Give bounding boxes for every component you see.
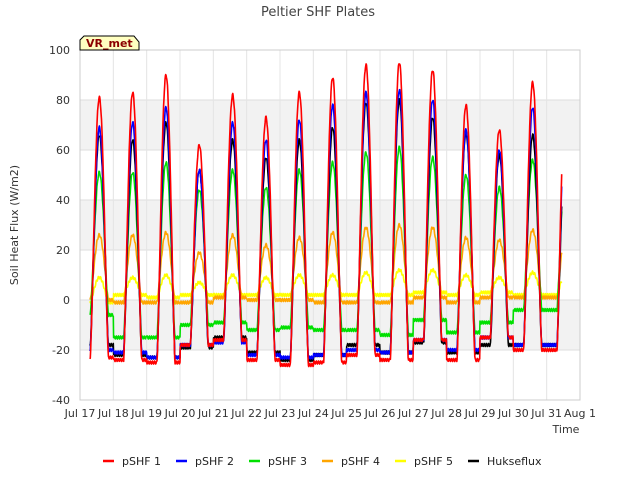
x-tick-label: Jul 18 — [97, 407, 129, 420]
x-tick-label: Jul 29 — [464, 407, 496, 420]
x-tick-label: Jul 30 — [497, 407, 529, 420]
station-badge-box — [79, 35, 140, 51]
plot-frame — [79, 49, 581, 401]
y-tick-label: 60 — [56, 144, 70, 157]
x-tick-label: Jul 22 — [230, 407, 262, 420]
x-tick-label: Jul 19 — [130, 407, 162, 420]
legend-item: pSHF 5 — [395, 455, 453, 468]
y-axis-ticks: -40 -20 0 20 40 60 80 100 — [49, 44, 70, 407]
legend-item: Hukseflux — [468, 455, 542, 468]
legend-label: Hukseflux — [487, 455, 542, 468]
series-line-pshf-1 — [89, 63, 563, 368]
y-tick-label: 100 — [49, 44, 70, 57]
legend-label: pSHF 1 — [122, 455, 161, 468]
x-tick-label: Jul 24 — [297, 407, 329, 420]
legend-item: pSHF 1 — [103, 455, 161, 468]
legend-label: pSHF 4 — [341, 455, 380, 468]
y-tick-label: -40 — [52, 394, 70, 407]
background-band — [80, 300, 580, 350]
x-axis-ticks: Jul 17 Jul 18 Jul 19 Jul 20 Jul 21 Jul 22 Jul … — [64, 407, 596, 420]
x-tick-label: Jul 25 — [330, 407, 362, 420]
x-axis-title: Time — [552, 423, 580, 436]
x-tick-label: Jul 31 — [530, 407, 562, 420]
x-tick-label: Aug 1 — [564, 407, 596, 420]
y-tick-label: -20 — [52, 344, 70, 357]
legend-label: pSHF 5 — [414, 455, 453, 468]
legend-label: pSHF 3 — [268, 455, 307, 468]
x-tick-label: Jul 17 — [64, 407, 96, 420]
y-tick-label: 0 — [63, 294, 70, 307]
series-layer — [89, 63, 563, 368]
x-tick-label: Jul 27 — [397, 407, 429, 420]
station-badge-label: VR_met — [86, 37, 133, 50]
chart-title: Peltier SHF Plates — [261, 5, 375, 20]
y-tick-label: 40 — [56, 194, 70, 207]
legend-item: pSHF 3 — [249, 455, 307, 468]
x-tick-label: Jul 23 — [264, 407, 296, 420]
legend: pSHF 1 pSHF 2 pSHF 3 pSHF 4 pSHF 5 Hukseflux — [103, 455, 542, 468]
x-tick-label: Jul 21 — [197, 407, 229, 420]
legend-item: pSHF 4 — [322, 455, 380, 468]
y-tick-label: 80 — [56, 94, 70, 107]
x-tick-label: Jul 28 — [430, 407, 462, 420]
legend-label: pSHF 2 — [195, 455, 234, 468]
station-badge: VR_met — [79, 35, 140, 51]
y-tick-label: 20 — [56, 244, 70, 257]
x-tick-label: Jul 26 — [364, 407, 396, 420]
y-axis-title: Soil Heat Flux (W/m2) — [8, 165, 21, 285]
legend-item: pSHF 2 — [176, 455, 234, 468]
x-tick-label: Jul 20 — [164, 407, 196, 420]
